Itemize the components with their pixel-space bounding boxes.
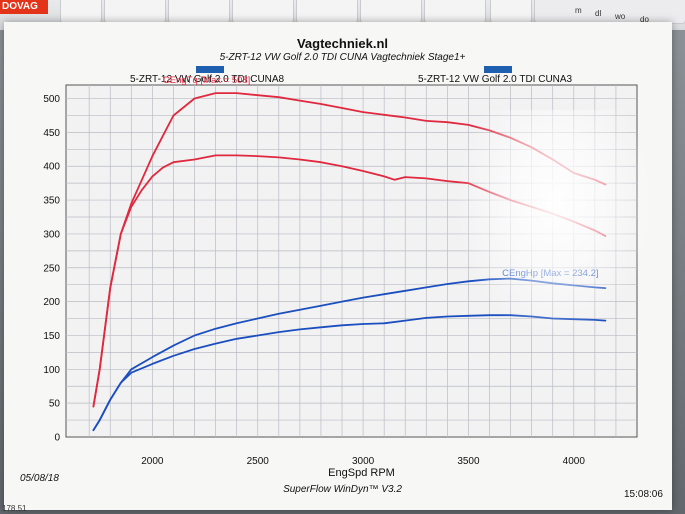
legend-swatch-left: [196, 66, 224, 73]
keycap: [60, 0, 102, 24]
keyboard-background: m dl wo do: [0, 0, 685, 30]
y-tick-label: 450: [43, 128, 60, 139]
brand-sticker: DOVAG: [0, 0, 48, 14]
x-tick-label: 4000: [563, 456, 586, 467]
sheet-subtitle: 5-ZRT-12 VW Golf 2.0 TDI CUNA Vagtechnie…: [219, 52, 466, 63]
x-axis-ticks: 2000 2500 3000 3500 4000: [141, 456, 585, 467]
x-tick-label: 2000: [141, 456, 164, 467]
legend-swatch-right: [484, 66, 512, 73]
y-tick-label: 200: [43, 297, 60, 308]
keycap: [168, 0, 230, 24]
key-letter: dl: [595, 9, 602, 18]
x-tick-label: 3500: [457, 456, 480, 467]
y-tick-label: 50: [49, 399, 61, 410]
sheet-title: Vagtechniek.nl: [296, 36, 389, 51]
torque-annotation: CEngTq [Max = 508]: [163, 75, 250, 86]
footer-time: 15:08:06: [624, 489, 663, 500]
footer-software: SuperFlow WinDyn™ V3.2: [283, 484, 402, 495]
plot-area: [65, 84, 638, 438]
key-letter: do: [640, 15, 649, 24]
legend-label-left: 5-ZRT-12 VW Golf 2.0 TDI CUNA8: [130, 74, 285, 85]
key-letter: wo: [615, 12, 626, 21]
keycap: [104, 0, 166, 24]
keycap: [490, 0, 532, 24]
y-tick-label: 0: [54, 433, 60, 444]
key-letter: m: [575, 6, 582, 15]
y-tick-label: 150: [43, 331, 60, 342]
keycap: [232, 0, 294, 24]
y-tick-label: 100: [43, 365, 60, 376]
power-annotation: CEngHp [Max = 234.2]: [502, 268, 598, 279]
y-axis-ticks: 0 50 100 150 200 250 300 350 400 450 500: [43, 94, 60, 443]
x-tick-label: 2500: [247, 456, 270, 467]
y-tick-label: 300: [43, 229, 60, 240]
legend-label-right: 5-ZRT-12 VW Golf 2.0 TDI CUNA3: [418, 74, 573, 85]
y-tick-label: 500: [43, 94, 60, 105]
footer-date: 05/08/18: [20, 473, 59, 484]
keycap: [296, 0, 358, 24]
y-tick-label: 400: [43, 162, 60, 173]
corner-number: 178.51: [2, 504, 27, 513]
x-axis-label: EngSpd RPM: [328, 467, 395, 479]
x-tick-label: 3000: [352, 456, 375, 467]
y-tick-label: 350: [43, 196, 60, 207]
y-tick-label: 250: [43, 263, 60, 274]
